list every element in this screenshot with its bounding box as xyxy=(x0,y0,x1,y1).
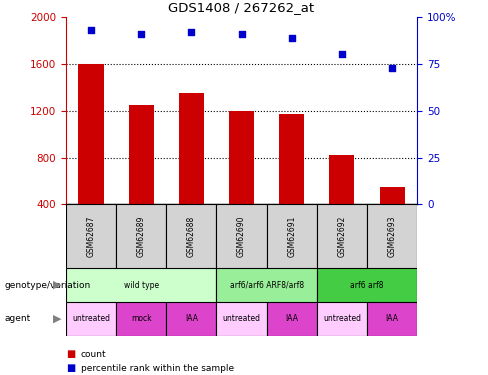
Text: untreated: untreated xyxy=(72,314,110,323)
Bar xyxy=(217,268,317,302)
Bar xyxy=(317,302,367,336)
Text: GSM62692: GSM62692 xyxy=(337,216,346,257)
Text: ▶: ▶ xyxy=(53,314,62,324)
Point xyxy=(338,51,346,57)
Bar xyxy=(367,204,417,268)
Bar xyxy=(166,204,217,268)
Text: GSM62688: GSM62688 xyxy=(187,216,196,257)
Text: GSM62691: GSM62691 xyxy=(287,216,296,257)
Point xyxy=(288,34,296,40)
Title: GDS1408 / 267262_at: GDS1408 / 267262_at xyxy=(168,2,315,14)
Text: wild type: wild type xyxy=(123,280,159,290)
Bar xyxy=(166,302,217,336)
Bar xyxy=(79,64,103,204)
Bar xyxy=(367,302,417,336)
Text: untreated: untreated xyxy=(323,314,361,323)
Text: agent: agent xyxy=(5,314,31,323)
Bar xyxy=(279,114,305,204)
Point xyxy=(238,31,245,37)
Point xyxy=(187,29,195,35)
Bar xyxy=(116,302,166,336)
Point xyxy=(388,64,396,70)
Text: ■: ■ xyxy=(66,363,75,373)
Text: genotype/variation: genotype/variation xyxy=(5,280,91,290)
Bar xyxy=(129,105,154,204)
Bar xyxy=(266,302,317,336)
Bar xyxy=(66,268,217,302)
Bar xyxy=(380,187,405,204)
Text: arf6 arf8: arf6 arf8 xyxy=(350,280,384,290)
Text: untreated: untreated xyxy=(223,314,261,323)
Bar xyxy=(229,111,254,204)
Bar xyxy=(217,302,266,336)
Text: GSM62687: GSM62687 xyxy=(86,216,96,257)
Text: IAA: IAA xyxy=(386,314,399,323)
Text: GSM62693: GSM62693 xyxy=(387,216,397,257)
Bar xyxy=(329,155,354,204)
Point xyxy=(87,27,95,33)
Point xyxy=(137,31,145,37)
Bar xyxy=(266,204,317,268)
Text: IAA: IAA xyxy=(285,314,298,323)
Text: percentile rank within the sample: percentile rank within the sample xyxy=(81,364,234,373)
Text: ▶: ▶ xyxy=(53,280,62,290)
Text: count: count xyxy=(81,350,106,359)
Text: GSM62690: GSM62690 xyxy=(237,216,246,257)
Text: IAA: IAA xyxy=(185,314,198,323)
Bar xyxy=(66,204,116,268)
Bar xyxy=(179,93,204,204)
Bar xyxy=(217,204,266,268)
Text: mock: mock xyxy=(131,314,151,323)
Bar xyxy=(317,268,417,302)
Bar xyxy=(317,204,367,268)
Bar xyxy=(116,204,166,268)
Text: arf6/arf6 ARF8/arf8: arf6/arf6 ARF8/arf8 xyxy=(229,280,304,290)
Text: GSM62689: GSM62689 xyxy=(137,216,146,257)
Bar xyxy=(66,302,116,336)
Text: ■: ■ xyxy=(66,350,75,359)
